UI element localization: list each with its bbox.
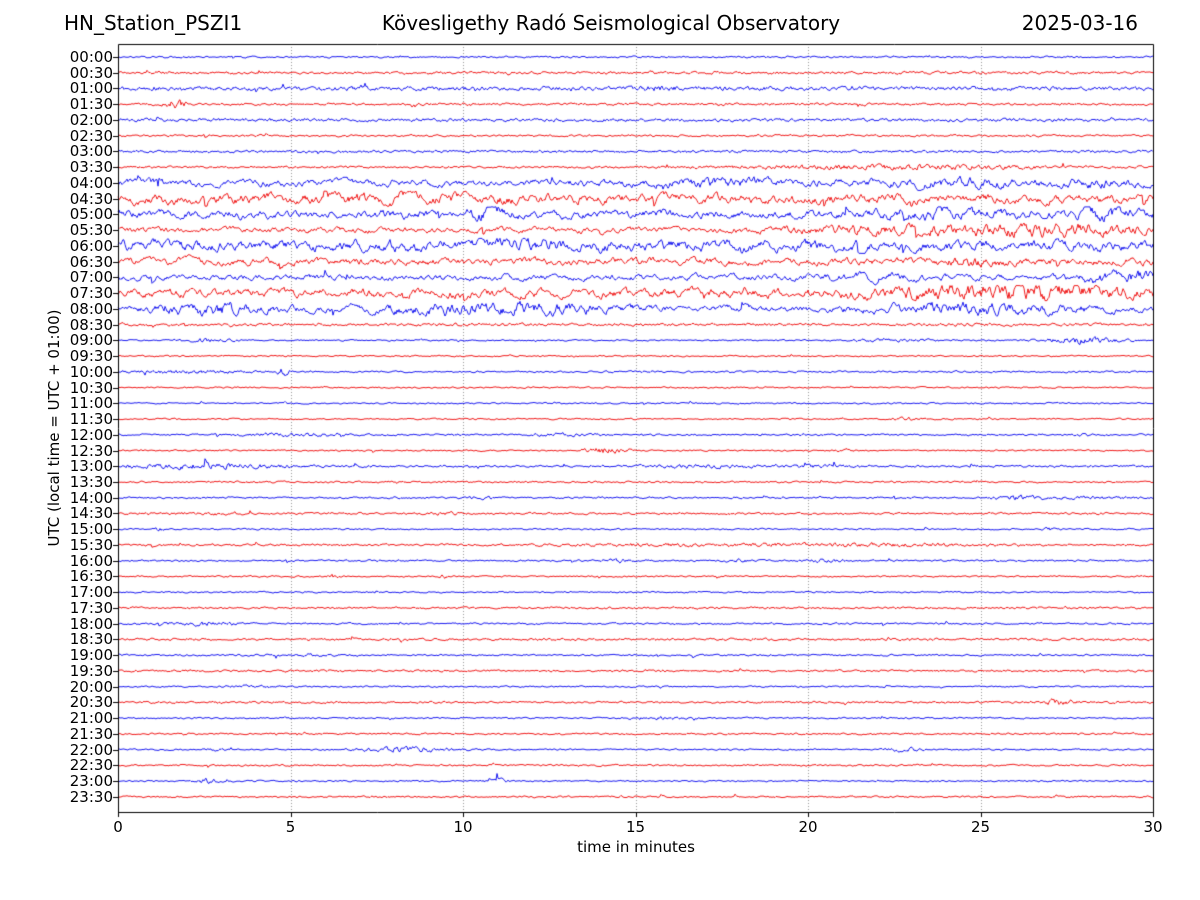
- y-tick-label: 17:30: [69, 598, 113, 617]
- y-tick-label: 15:00: [69, 520, 113, 539]
- y-tick-label: 14:30: [69, 504, 113, 523]
- y-tick-label: 03:30: [69, 158, 113, 177]
- x-tick-label: 5: [285, 818, 296, 836]
- y-tick-label: 19:30: [69, 661, 113, 680]
- y-tick-label: 13:30: [69, 472, 113, 491]
- y-tick-label: 01:30: [69, 95, 113, 114]
- y-tick-label: 16:30: [69, 567, 113, 586]
- y-tick-label: 18:00: [69, 614, 113, 633]
- y-tick-label: 20:00: [69, 677, 113, 696]
- y-tick-label: 12:30: [69, 441, 113, 460]
- y-tick-label: 06:00: [69, 236, 113, 255]
- y-tick-label: 04:30: [69, 189, 113, 208]
- y-tick-label: 07:30: [69, 284, 113, 303]
- y-tick-label: 20:30: [69, 693, 113, 712]
- y-tick-label: 21:00: [69, 709, 113, 728]
- observatory-title: Kövesligethy Radó Seismological Observat…: [381, 11, 841, 35]
- y-tick-label: 08:00: [69, 299, 113, 318]
- y-tick-label: 17:00: [69, 583, 113, 602]
- y-tick-label: 04:00: [69, 173, 113, 192]
- y-tick-label: 15:30: [69, 535, 113, 554]
- station-title: HN_Station_PSZI1: [64, 11, 243, 35]
- y-tick-label: 06:30: [69, 252, 113, 271]
- x-tick-label: 20: [798, 818, 818, 836]
- y-tick-label: 18:30: [69, 630, 113, 649]
- y-tick-label: 11:30: [69, 410, 113, 429]
- x-tick-label: 25: [970, 818, 991, 836]
- y-tick-label: 07:00: [69, 268, 113, 287]
- y-tick-label: 03:00: [69, 142, 113, 161]
- x-tick-label: 30: [1143, 818, 1163, 836]
- y-tick-label: 19:00: [69, 646, 113, 665]
- y-tick-label: 14:00: [69, 488, 113, 507]
- y-tick-label: 01:00: [69, 79, 113, 98]
- y-tick-label: 23:30: [69, 787, 113, 806]
- y-tick-label: 08:30: [69, 315, 113, 334]
- y-tick-label: 21:30: [69, 724, 113, 743]
- y-tick-label: 02:30: [69, 126, 113, 145]
- y-tick-label: 10:00: [69, 362, 113, 381]
- y-tick-label: 05:00: [69, 205, 113, 224]
- y-axis-label: UTC (local time = UTC + 01:00): [45, 309, 63, 547]
- y-tick-label: 09:30: [69, 347, 113, 366]
- x-axis-label: time in minutes: [577, 838, 695, 856]
- y-tick-label: 02:00: [69, 110, 113, 129]
- x-tick-label: 10: [453, 818, 473, 836]
- date-label: 2025-03-16: [1021, 11, 1138, 35]
- x-tick-label: 0: [113, 818, 123, 836]
- y-tick-label: 05:30: [69, 221, 113, 240]
- y-tick-label: 22:00: [69, 740, 113, 759]
- y-tick-label: 23:00: [69, 772, 113, 791]
- y-tick-label: 12:00: [69, 425, 113, 444]
- y-tick-label: 10:30: [69, 378, 113, 397]
- y-tick-label: 00:00: [69, 48, 113, 66]
- y-tick-label: 11:00: [69, 394, 113, 413]
- y-tick-label: 16:00: [69, 551, 113, 570]
- y-tick-label: 09:00: [69, 331, 113, 350]
- y-tick-label: 13:00: [69, 457, 113, 476]
- x-tick-label: 15: [625, 818, 646, 836]
- y-tick-label: 22:30: [69, 756, 113, 775]
- y-tick-label: 00:30: [69, 63, 113, 82]
